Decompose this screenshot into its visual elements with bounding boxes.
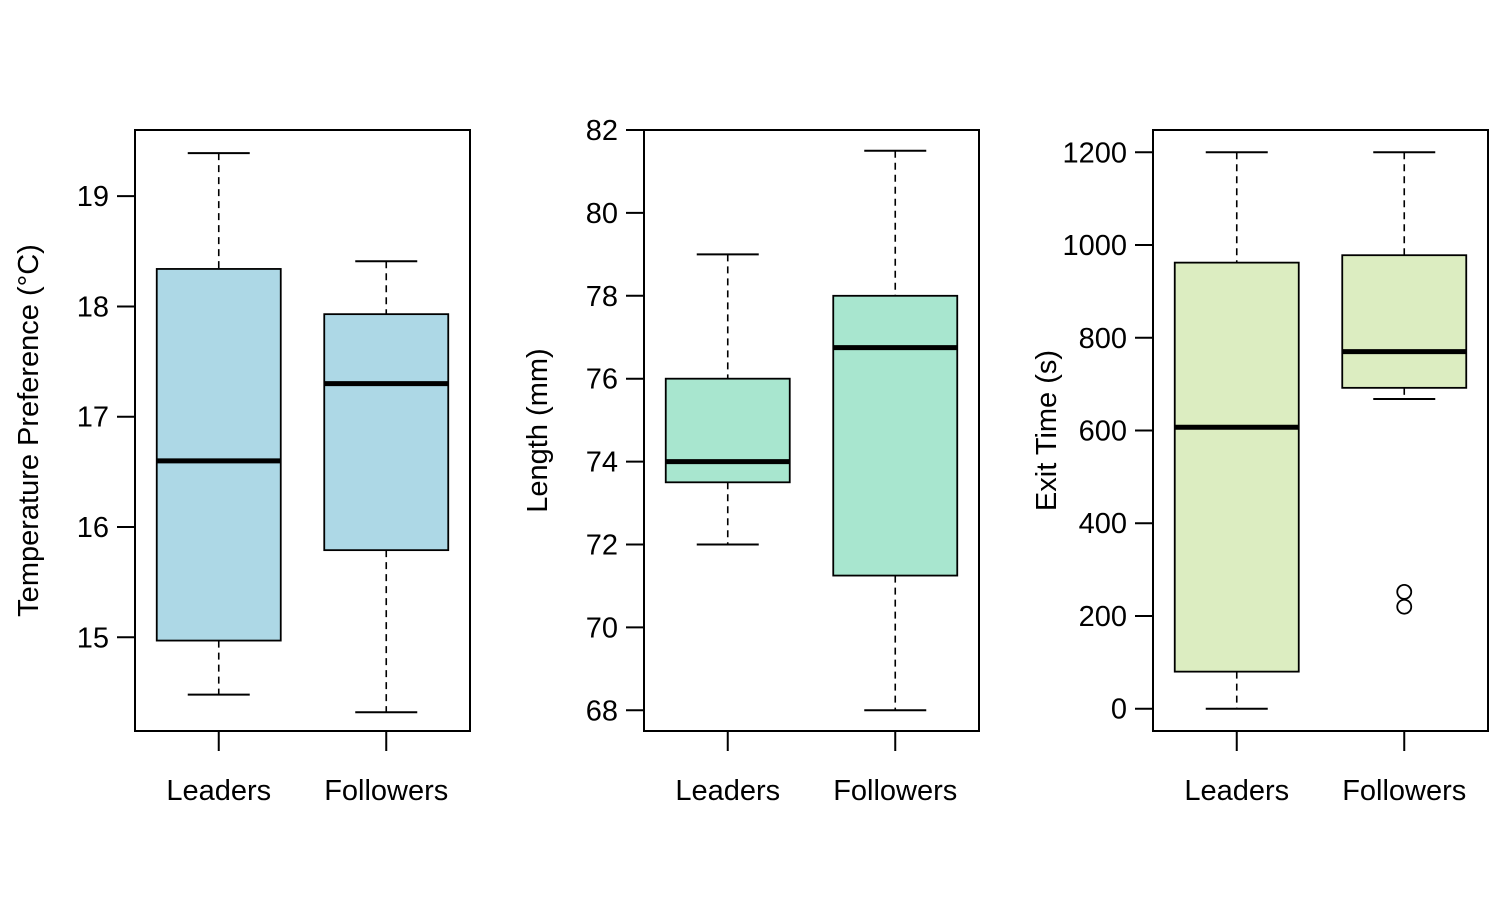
box-leaders xyxy=(1173,151,1300,710)
boxplot-panel-1: 15 16 17 18 19 Temperature Preference (°C) Lea… xyxy=(13,129,471,807)
outlier-point xyxy=(1396,583,1413,600)
interquartile-box xyxy=(1173,261,1300,673)
box-followers xyxy=(323,260,450,714)
y-tick-label: 16 xyxy=(77,512,109,544)
interquartile-box xyxy=(155,268,282,642)
x-tick-label: Leaders xyxy=(1184,775,1289,807)
y-tick-label: 0 xyxy=(1111,694,1127,726)
y-tick-label: 80 xyxy=(586,198,618,230)
interquartile-box xyxy=(832,294,959,577)
y-axis-label: Temperature Preference (°C) xyxy=(13,244,45,617)
plot-frame xyxy=(134,129,471,732)
y-tick-label: 72 xyxy=(586,529,618,561)
x-tick-label: Leaders xyxy=(166,775,271,807)
y-tick-label: 74 xyxy=(586,447,618,479)
y-tick-label: 200 xyxy=(1079,601,1127,633)
y-axis-label: Exit Time (s) xyxy=(1031,350,1063,511)
y-tick-label: 19 xyxy=(77,181,109,213)
y-tick-label: 15 xyxy=(77,622,109,654)
box-followers xyxy=(1341,151,1468,615)
boxplot-panel-3: 0 200 400 600 800 1000 1200 Exit Time (s) Leader… xyxy=(1031,129,1489,807)
y-tick-label: 82 xyxy=(586,115,618,147)
y-tick-label: 1200 xyxy=(1062,137,1127,169)
x-tick-label: Leaders xyxy=(675,775,780,807)
y-tick-label: 70 xyxy=(586,612,618,644)
x-tick-label: Followers xyxy=(1342,775,1466,807)
outlier-point xyxy=(1396,598,1413,615)
box-followers xyxy=(832,149,959,712)
interquartile-box xyxy=(664,377,791,484)
y-tick-label: 600 xyxy=(1079,416,1127,448)
y-tick-label: 78 xyxy=(586,281,618,313)
boxplot-panel-2: 68 70 72 74 76 78 80 82 Length (mm) Leaders Follow… xyxy=(522,115,980,807)
y-tick-label: 68 xyxy=(586,695,618,727)
y-tick-label: 76 xyxy=(586,364,618,396)
box-leaders xyxy=(664,253,791,546)
y-axis-label: Length (mm) xyxy=(522,348,554,512)
y-tick-label: 400 xyxy=(1079,508,1127,540)
plot-frame xyxy=(643,129,980,732)
y-tick-label: 800 xyxy=(1079,323,1127,355)
interquartile-box xyxy=(323,313,450,552)
y-tick-label: 1000 xyxy=(1062,230,1127,262)
y-tick-label: 18 xyxy=(77,291,109,323)
interquartile-box xyxy=(1341,254,1468,389)
y-tick-label: 17 xyxy=(77,402,109,434)
box-leaders xyxy=(155,152,282,696)
x-tick-label: Followers xyxy=(833,775,957,807)
x-tick-label: Followers xyxy=(324,775,448,807)
